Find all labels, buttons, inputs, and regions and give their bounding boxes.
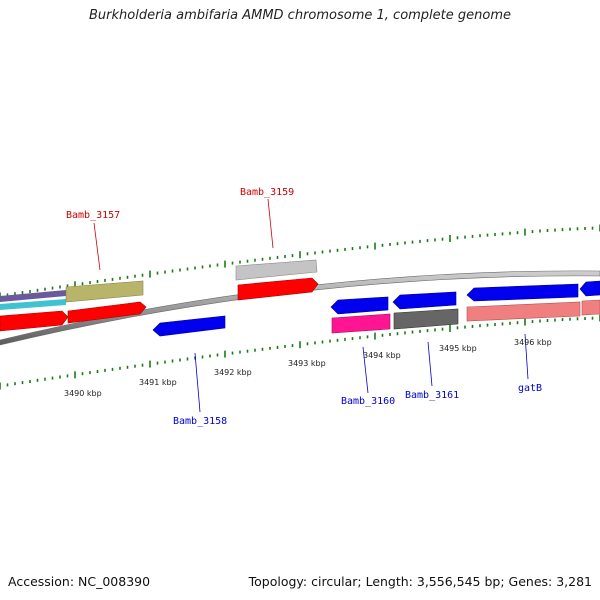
gene-right-salmon [581,299,600,316]
topology-text: Topology: circular; Length: 3,556,545 bp… [248,574,592,589]
red-feature-left [0,310,69,332]
leader-bamb3159 [267,198,274,249]
scale-label: 3493 kbp [288,359,326,368]
scale-label: 3495 kbp [439,344,477,353]
gene-labels: Bamb_3157 Bamb_3159 Bamb_3158 Bamb_3160 … [66,187,542,427]
leader-bamb3157 [93,222,101,271]
leader-bamb3158 [194,352,201,413]
map-title: Burkholderia ambifaria AMMD chromosome 1… [88,8,512,23]
leader-bamb3161 [427,341,433,387]
scale-labels: 3490 kbp 3491 kbp 3492 kbp 3493 kbp 3494… [64,338,552,398]
gene-label-bamb3157[interactable]: Bamb_3157 [66,210,120,221]
gene-gatb-salmon [466,301,581,322]
cyan-feature-strip [0,299,66,310]
accession-text: Accession: NC_008390 [8,574,151,589]
gene-bamb3161-blue [392,291,457,310]
gene-label-bamb3159[interactable]: Bamb_3159 [240,187,294,198]
scale-label: 3490 kbp [64,389,102,398]
gene-features [152,259,600,337]
gene-bamb3159-red [237,277,319,301]
gene-bamb3160-magenta [331,313,391,334]
gene-gatb-blue [466,283,579,302]
scale-label: 3494 kbp [363,351,401,360]
red-feature-bamb3157 [67,301,147,324]
gene-label-bamb3160[interactable]: Bamb_3160 [341,396,395,407]
scale-label: 3492 kbp [214,368,252,377]
khaki-feature [65,280,144,303]
leader-bamb3160 [362,346,369,394]
gene-label-bamb3161[interactable]: Bamb_3161 [405,390,459,401]
gene-bamb3159-silver [235,259,318,281]
left-strand-features [0,280,147,332]
scale-label: 3491 kbp [139,378,177,387]
leader-gatb [524,333,529,380]
gene-right-blue [579,280,600,297]
scale-label: 3496 kbp [514,338,552,347]
genome-backbone [0,270,600,346]
gene-label-gatb[interactable]: gatB [518,383,542,394]
gene-bamb3161-gray [393,308,459,330]
lower-tick-row [0,314,600,390]
gene-bamb3158 [152,315,226,337]
purple-feature-strip [0,290,66,302]
label-leaders [93,198,529,413]
gene-label-bamb3158[interactable]: Bamb_3158 [173,416,227,427]
gene-bamb3160-blue [330,296,389,315]
